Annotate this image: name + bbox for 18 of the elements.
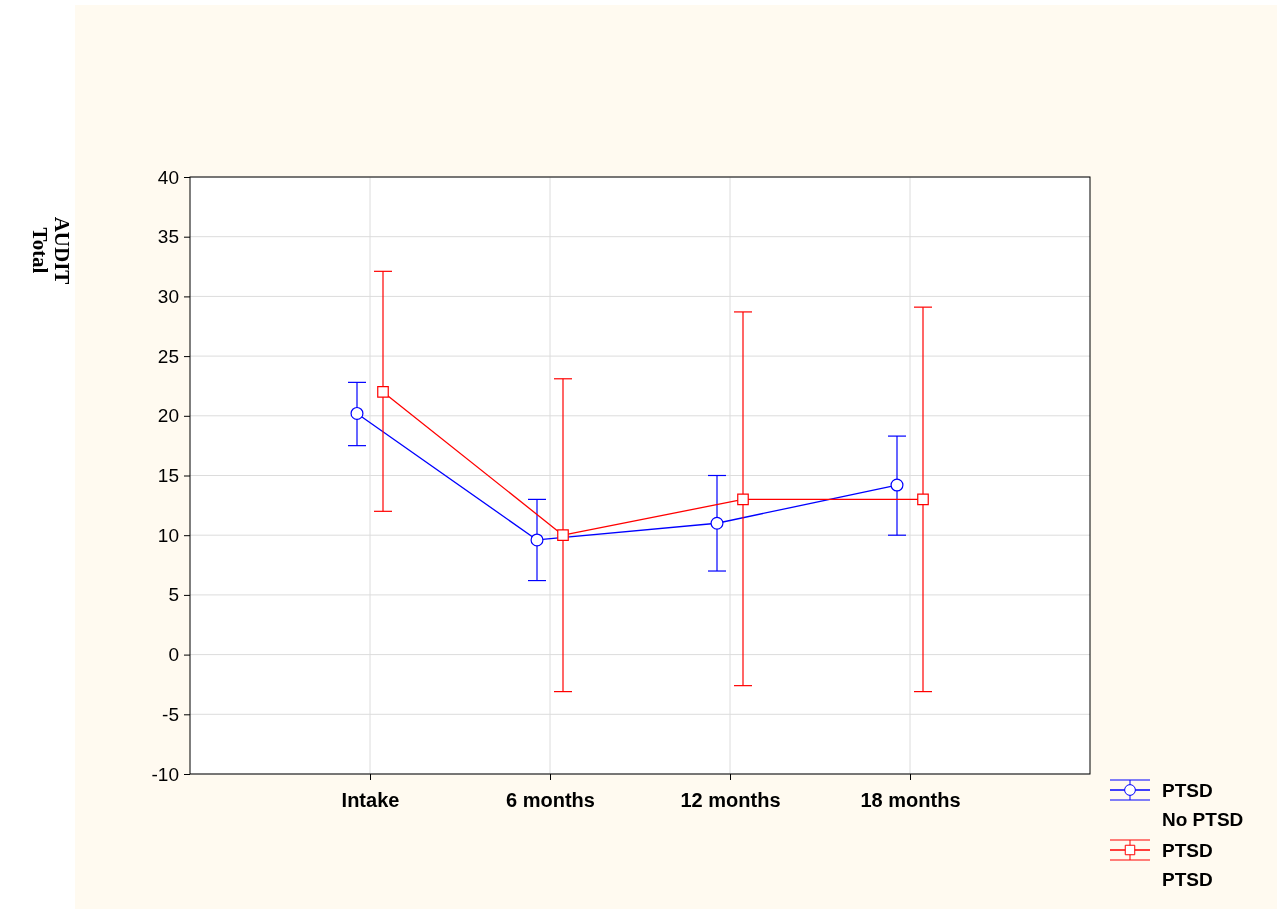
- x-tick-label: Intake: [341, 789, 400, 811]
- y-tick-label: -5: [162, 703, 179, 725]
- y-tick-label: 15: [157, 465, 179, 487]
- x-tick-label: 6 months: [506, 789, 595, 811]
- y-tick-label: 10: [157, 524, 179, 546]
- y-tick-label: 40: [157, 166, 179, 188]
- y-tick-label: 20: [157, 405, 179, 427]
- y-axis-title: AUDIT Total: [27, 216, 74, 285]
- y-tick-label: 30: [157, 285, 179, 307]
- y-tick-label: 5: [168, 584, 179, 606]
- legend-label: PTSD No PTSD: [1162, 780, 1244, 831]
- x-tick-label: 18 months: [860, 789, 961, 811]
- y-tick-label: -10: [151, 763, 179, 785]
- legend-label: PTSD PTSD: [1162, 840, 1213, 891]
- y-tick-label: 35: [157, 226, 179, 248]
- x-tick-label: 12 months: [680, 789, 781, 811]
- y-tick-label: 25: [157, 345, 179, 367]
- y-tick-label: 0: [168, 644, 179, 666]
